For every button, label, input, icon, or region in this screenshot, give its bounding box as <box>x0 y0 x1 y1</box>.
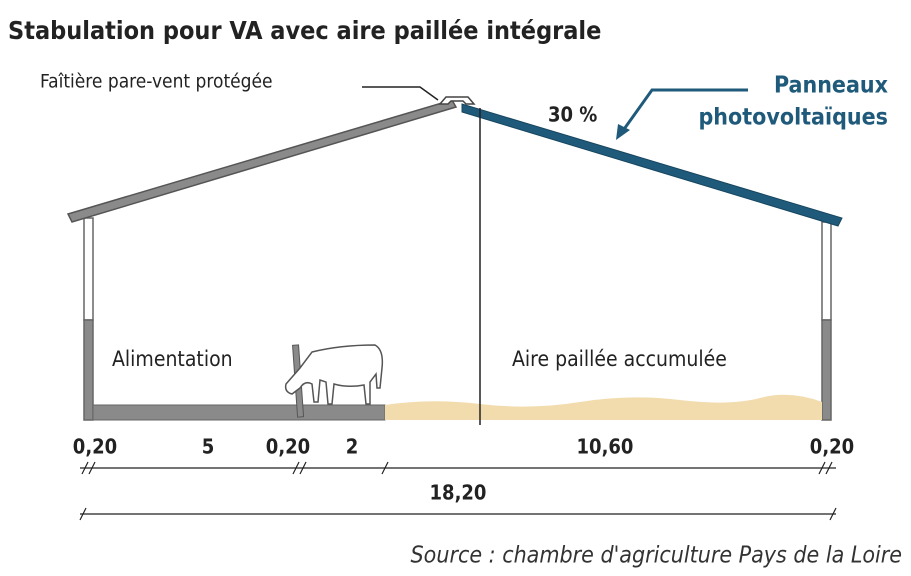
left-wall-bottom <box>83 319 94 421</box>
feeding-floor <box>92 404 386 421</box>
ridge-cap <box>438 96 476 105</box>
panels-arrowhead <box>616 124 630 140</box>
right-roof <box>461 103 843 227</box>
total-tick <box>79 507 87 521</box>
dim-label: 10,60 <box>577 435 634 459</box>
straw <box>385 394 822 420</box>
slope-label: 30 % <box>548 103 597 127</box>
right-wall-top <box>821 221 832 321</box>
right-wall-bottom <box>821 319 832 421</box>
left-roof <box>66 99 458 223</box>
total-tick <box>829 507 837 521</box>
panels-arrow <box>620 88 748 133</box>
dim-label: 5 <box>202 435 215 459</box>
dim-label: 0,20 <box>810 435 854 459</box>
source: Source : chambre d'agriculture Pays de l… <box>411 543 902 569</box>
dimension-ticks <box>81 461 833 475</box>
dim-label: 0,20 <box>73 435 117 459</box>
left-wall-top <box>83 217 94 321</box>
title: Stabulation pour VA avec aire paillée in… <box>8 16 601 45</box>
cow <box>284 344 384 405</box>
ridge-label: Faîtière pare-vent protégée <box>40 71 273 93</box>
feeding-label: Alimentation <box>112 347 233 371</box>
total-label: 18,20 <box>430 481 487 505</box>
dim-label: 0,20 <box>266 435 310 459</box>
bedding-label: Aire paillée accumulée <box>512 347 727 371</box>
ridge-arrow <box>362 86 439 101</box>
panels-label-2: photovoltaïques <box>698 105 888 131</box>
panels-label-1: Panneaux <box>774 73 889 99</box>
dim-label: 2 <box>346 435 359 459</box>
